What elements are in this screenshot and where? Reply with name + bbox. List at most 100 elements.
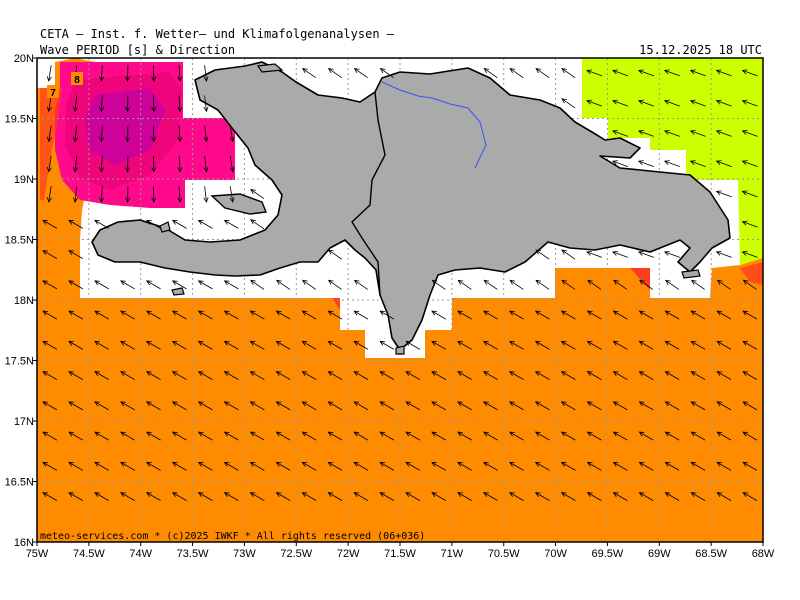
wave-arrow [690,431,706,441]
wave-arrow [379,371,395,380]
wave-arrow [249,310,265,320]
wave-arrow [125,65,131,83]
wave-arrow [405,371,421,380]
wave-arrow [483,279,498,290]
wave-arrow [197,280,213,290]
wave-arrow [327,249,342,260]
wave-arrow [534,310,550,320]
wave-arrow [457,461,472,471]
wave-arrow [483,431,498,441]
wave-arrow [249,492,265,501]
wave-arrow [663,129,680,137]
wave-arrow [716,401,732,411]
wave-arrow [742,340,758,350]
wave-arrow [560,401,576,411]
yaque-river [381,81,487,169]
wave-arrow [94,310,109,320]
wave-arrow [327,340,343,350]
wave-arrow [327,310,343,320]
wave-arrow [276,279,291,290]
x-tick-label: 70.5W [488,548,520,560]
wave-arrow [561,249,576,260]
wave-arrow [586,492,602,501]
credit-bar [37,528,763,542]
wave-arrow [203,186,209,203]
wave-arrow [715,250,732,258]
wave-arrow [741,220,758,228]
wave-arrow [177,155,183,173]
wave-arrow [483,401,498,411]
wave-arrow [690,371,706,380]
x-tick-label: 69W [648,548,671,560]
wave-arrow [249,401,265,411]
wave-arrow [327,401,343,411]
wave-arrow [508,492,524,501]
wave-arrow [534,492,550,501]
x-tick-label: 70W [544,548,567,560]
wave-arrow [68,340,84,350]
wave-arrow [561,279,576,290]
latitude-axis: 20N 19.5N 19N 18.5N 18N 17.5N 17N 16.5N 16N [5,53,37,549]
wave-arrow [612,431,628,441]
wave-arrow [94,401,109,411]
x-tick-label: 71W [441,548,464,560]
wave-arrow [151,65,157,83]
wave-arrow [197,492,213,501]
period-band-violet [85,88,165,165]
wave-direction-arrows [42,65,758,501]
wave-arrow [72,95,79,113]
wave-arrow [742,401,758,411]
wave-arrow [125,125,131,143]
wave-arrow [664,431,680,441]
parameter-title: Wave PERIOD [s] & Direction [40,43,236,57]
wave-arrow [171,371,187,380]
wave-arrow [353,461,369,471]
wave-arrow [664,401,680,411]
wave-arrow [690,492,706,501]
wave-arrow [664,310,680,320]
cayemites-island [159,221,171,233]
wave-arrow [72,155,79,173]
wave-arrow [42,310,58,320]
wave-arrow [561,98,576,109]
wave-arrow [431,371,447,380]
wave-arrow [483,461,498,471]
wave-arrow [203,95,209,113]
wave-arrow [145,280,161,290]
wave-arrow [612,250,629,258]
wave-arrow [716,431,732,441]
wave-arrow [379,461,395,471]
wave-arrow [327,371,343,380]
wave-arrow [171,310,187,320]
wave-arrow [223,401,239,411]
tortuga-island [256,63,284,73]
wave-arrow [612,461,628,471]
wave-arrow [508,371,524,380]
wave-arrow [637,129,654,137]
wave-arrow [716,461,732,471]
wave-arrow [120,280,135,290]
wave-arrow [664,340,680,350]
contour-label-8: 8 [71,72,83,86]
wave-arrow [99,155,105,173]
svg-text:7: 7 [50,88,56,99]
wave-arrow [534,371,550,380]
wave-arrow [327,279,342,290]
wave-arrow [151,125,157,143]
wave-arrow [249,431,265,441]
wave-arrow [638,401,654,411]
wave-arrow [197,431,213,441]
wave-arrow [457,492,472,501]
wave-arrow [715,190,732,198]
y-tick-label: 16N [14,537,34,549]
wave-arrow [203,65,209,82]
wave-arrow [741,69,758,77]
wave-arrow [639,279,654,290]
gonave-island [210,193,267,215]
x-tick-label: 68W [752,548,775,560]
wave-arrow [120,401,135,411]
wave-arrow [431,340,447,350]
wave-arrow [612,401,628,411]
wave-arrow [742,279,757,290]
y-tick-label: 19.5N [5,114,34,126]
